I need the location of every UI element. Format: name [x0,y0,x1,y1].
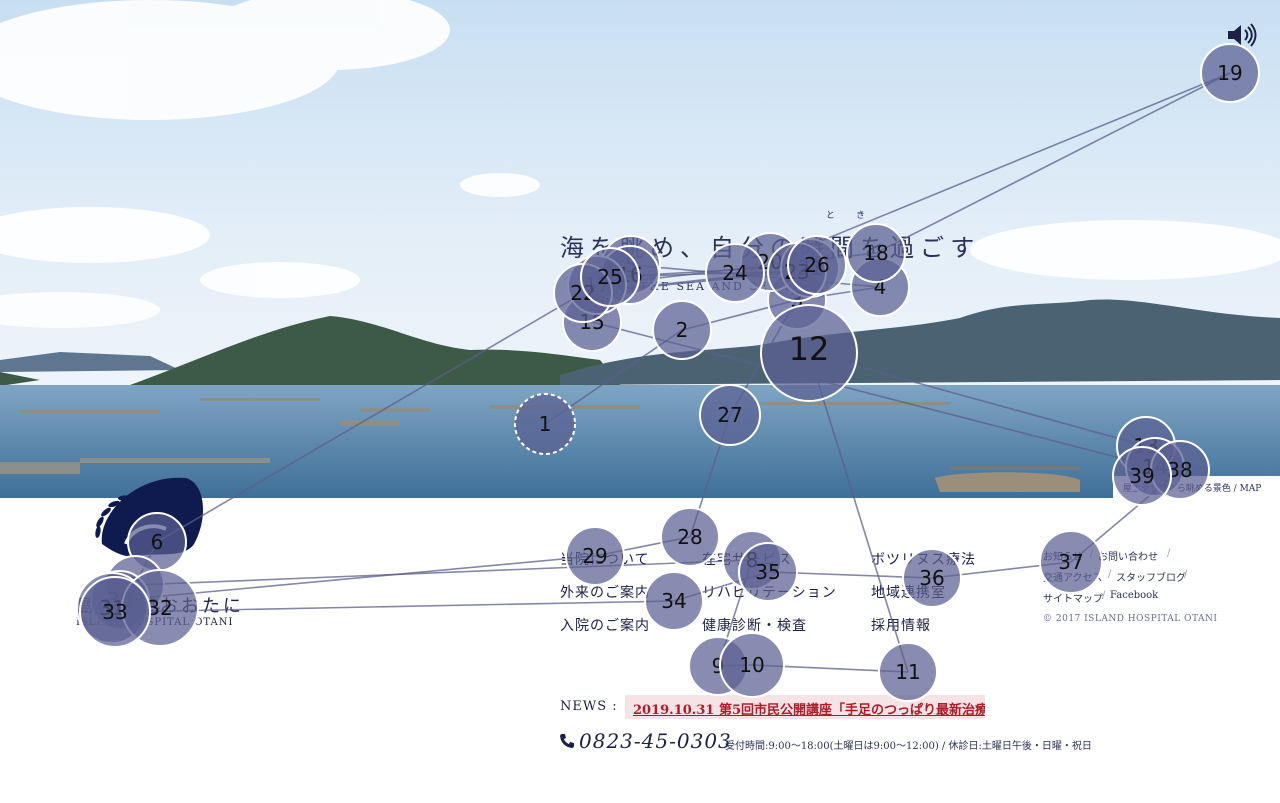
scanpath-segment [717,559,753,667]
phone-icon [560,734,574,748]
nav-recruit[interactable]: 採用情報 [871,618,931,634]
phone-number[interactable]: 0823-45-0303 [579,729,732,753]
link-news[interactable]: お知らせ [1043,552,1083,563]
fixation-circle [719,632,785,698]
separator: / [1102,590,1106,601]
fixation-label: 28 [677,525,702,549]
clouds [0,0,1280,328]
fixation-label: 10 [739,653,764,677]
fixation-label: 11 [895,660,920,684]
hero-tagline: 海を眺め、自分の時間を過ごす [560,234,981,262]
news-label: NEWS : [560,699,618,714]
tagline-ruby-2: き [856,211,866,221]
photo-caption: 屋上テラスから眺める景色 / MAP [1113,476,1280,498]
pier [950,466,1080,470]
nav-rehabilitation[interactable]: リハビリテーション [702,585,837,601]
scanpath-segment [767,571,933,579]
breakwater [935,472,1080,492]
separator: / [1184,569,1188,580]
nav-botulinum[interactable]: ボツリヌス療法 [871,552,976,568]
news-ticker-link[interactable]: 2019.10.31 第5回市民公開講座「手足のつっぱり最新治療」 [625,695,985,719]
hero-tagline-en: THE SEA AND SEA LIFE [640,280,820,293]
separator: / [1167,548,1171,559]
separator: / [1108,569,1112,580]
nav-community[interactable]: 地域連携室 [871,585,946,601]
hero-image: と き 海を眺め、自分の時間を過ごす THE SEA AND SEA LIFE … [0,0,1280,498]
fixation-circle [688,636,748,696]
nav-home-care[interactable]: 在宅サービス [702,552,792,568]
link-access[interactable]: 交通アクセス [1043,573,1103,584]
fixation-circle [878,642,938,702]
scanpath-segment [717,664,753,667]
tagline-ruby-1: と [826,211,836,221]
link-facebook[interactable]: Facebook [1110,590,1159,601]
islet [0,372,40,386]
phoenix-laurel-icon [95,477,204,557]
nav-health-checkup[interactable]: 健康診断・検査 [702,618,807,634]
mute-toggle-button[interactable] [1226,22,1258,48]
far-mountain-left [0,352,180,372]
nav-about[interactable]: 当院について [560,552,650,568]
logo-name-en[interactable]: ISLAND HOSPITAL OTANI [76,617,234,628]
fixation-label: 34 [661,589,686,613]
fixation-label: 9 [712,654,725,678]
link-sitemap[interactable]: サイトマップ [1043,594,1103,605]
business-hours: 受付時間:9:00〜18:00(土曜日は9:00〜12:00) / 休診日:土曜… [725,741,1092,752]
speaker-icon [1228,23,1257,47]
nav-inpatient[interactable]: 入院のご案内 [560,618,650,634]
nav-outpatient[interactable]: 外来のご案内 [560,585,650,601]
link-contact[interactable]: お問い合わせ [1098,552,1158,563]
logo-name-ja[interactable]: 島の病院おおたに [76,596,244,617]
copyright: © 2017 ISLAND HOSPITAL OTANI [1043,614,1218,624]
link-staff-blog[interactable]: スタッフブログ [1116,573,1186,584]
separator: / [1090,548,1094,559]
scanpath-segment [751,664,909,673]
fixation-circle [644,571,704,631]
